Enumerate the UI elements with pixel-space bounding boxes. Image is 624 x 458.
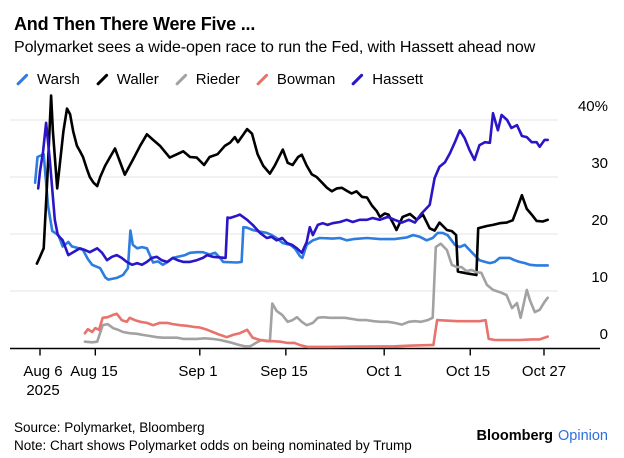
chart-subtitle: Polymarket sees a wide-open race to run …	[14, 39, 536, 56]
bloomberg-opinion-logo: Bloomberg Opinion	[476, 428, 608, 444]
legend-label: Waller	[116, 71, 159, 88]
legend-item-rieder: Rieder	[174, 71, 240, 88]
x-axis-label-oct1: Oct 1	[366, 363, 402, 380]
legend-label: Rieder	[195, 71, 240, 88]
y-axis-label-20: 20	[591, 212, 608, 229]
y-axis-label-40: 40%	[577, 98, 608, 115]
legend: Warsh Waller Rieder Bowman Hassett	[15, 71, 423, 88]
x-axis-label-oct15: Oct 15	[445, 363, 491, 380]
note-text: Note: Chart shows Polymarket odds on bei…	[14, 438, 412, 453]
chart-title: And Then There Were Five ...	[14, 14, 256, 34]
y-axis-label-30: 30	[591, 155, 608, 172]
x-axis-label-sep1: Sep 1	[178, 363, 218, 380]
x-axis-label-sep15: Sep 15	[260, 363, 308, 380]
y-axis-label-0: 0	[599, 326, 608, 343]
x-axis-label-aug6: Aug 6 2025	[23, 363, 63, 399]
legend-item-hassett: Hassett	[350, 71, 423, 88]
legend-item-bowman: Bowman	[255, 71, 335, 88]
legend-item-warsh: Warsh	[15, 71, 80, 88]
legend-label: Hassett	[372, 71, 424, 88]
footer: Source: Polymarket, Bloomberg Note: Char…	[14, 419, 412, 455]
source-text: Source: Polymarket, Bloomberg	[14, 420, 205, 435]
x-axis-label-oct27: Oct 27	[521, 363, 567, 380]
legend-label: Warsh	[37, 71, 80, 88]
legend-item-waller: Waller	[95, 71, 159, 88]
y-axis-label-10: 10	[591, 269, 608, 286]
opinion-wordmark: Opinion	[558, 428, 608, 444]
legend-label: Bowman	[276, 71, 336, 88]
x-axis-label-aug15: Aug 15	[70, 363, 118, 380]
bloomberg-wordmark: Bloomberg	[476, 428, 554, 444]
